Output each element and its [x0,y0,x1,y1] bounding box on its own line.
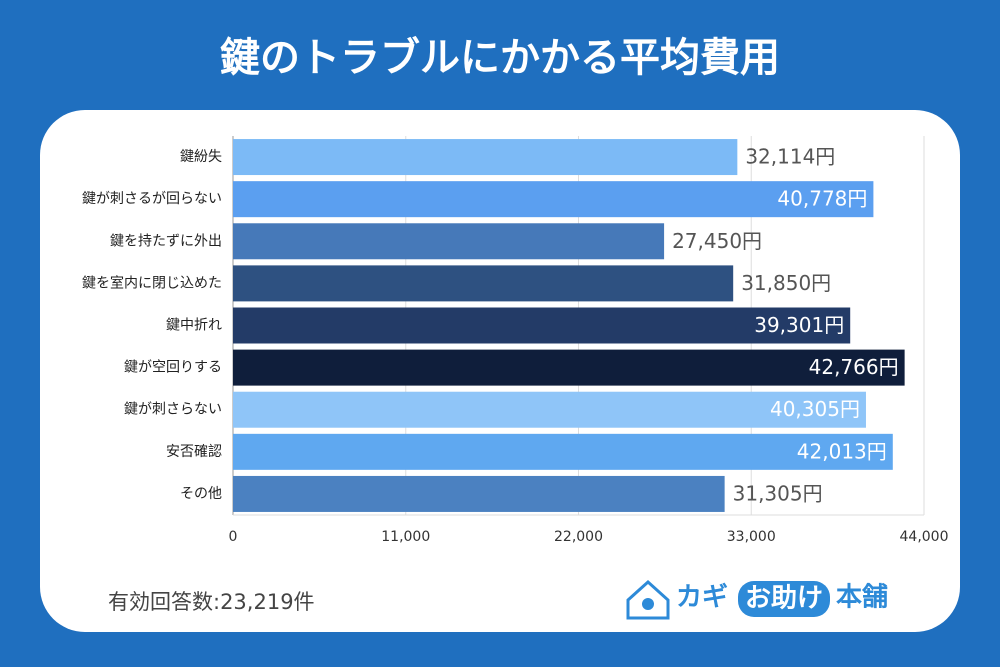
logo-text: お助け [745,584,823,614]
logo-house [626,579,670,620]
value-label: 40,778円 [777,187,867,211]
x-tick-label: 22,000 [554,529,603,545]
value-label: 39,301円 [754,313,844,337]
value-label: 42,766円 [809,355,899,379]
bar [233,391,866,428]
bar [233,307,851,344]
value-label: 40,305円 [770,397,860,421]
x-tick-label: 33,000 [727,529,776,545]
bar [233,349,905,386]
value-label: 27,450円 [672,229,762,253]
value-label: 31,305円 [733,481,823,505]
y-tick-label: 鍵中折れ [166,318,222,334]
y-tick-label: 鍵を持たずに外出 [110,233,222,249]
logo-face [642,598,654,610]
bar [233,181,874,218]
y-tick-label: 鍵が刺さらない [124,402,222,418]
bar [233,433,893,470]
logo-text: カギ [676,583,728,613]
x-tick-label: 0 [229,529,238,545]
chart-title: 鍵のトラブルにかかる平均費用 [220,35,780,81]
y-tick-label: 鍵紛失 [180,149,222,165]
y-tick-label: その他 [180,486,222,502]
logo: カギ お助け 本舗 [626,579,888,620]
y-tick-label: 鍵が空回りする [124,360,222,376]
x-tick-label: 11,000 [381,529,430,545]
x-tick-label: 44,000 [900,529,949,545]
y-tick-label: 安否確認 [166,444,222,460]
footer-note: 有効回答数:23,219件 [108,590,315,614]
bar [233,265,734,302]
logo-badge [738,581,830,617]
y-tick-label: 鍵が刺さるが回らない [82,191,222,207]
y-tick-label: 鍵を室内に閉じ込めた [82,274,222,291]
value-label: 31,850円 [741,271,831,295]
bar [233,475,725,512]
bar [233,223,665,260]
bar [233,139,738,176]
logo-text: 本舗 [836,583,888,613]
value-label: 42,013円 [797,439,887,463]
value-label: 32,114円 [745,145,835,169]
